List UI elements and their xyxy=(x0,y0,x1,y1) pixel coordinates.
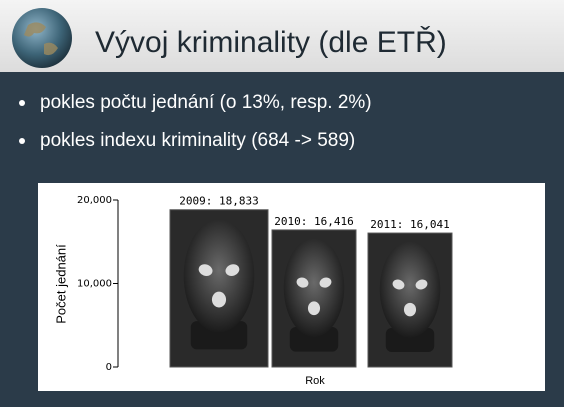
y-tick-label: 20,000 xyxy=(77,195,112,206)
mask-head xyxy=(283,238,345,337)
mask-eye xyxy=(198,264,213,276)
value-label: 2009: 18,833 xyxy=(179,195,258,208)
bullet-text: pokles počtu jednání (o 13%, resp. 2%) xyxy=(40,92,372,113)
y-tick-label: 0 xyxy=(106,362,112,373)
globe-land xyxy=(24,22,58,56)
mask-eye xyxy=(319,277,332,288)
y-tick-label: 10,000 xyxy=(77,279,112,290)
mask-eye xyxy=(225,264,240,276)
mask-eye xyxy=(296,277,309,288)
value-label: 2010: 16,416 xyxy=(274,215,353,228)
mask-collar xyxy=(190,321,248,350)
slide-title: Vývoj kriminality (dle ETŘ) xyxy=(95,26,447,59)
mask-eye xyxy=(392,279,405,290)
mask-mouth xyxy=(211,291,227,308)
mask-collar xyxy=(289,326,339,352)
value-label: 2011: 16,041 xyxy=(370,218,449,231)
mask-mouth xyxy=(307,301,321,316)
globe-icon xyxy=(12,8,72,68)
x-axis-label: Rok xyxy=(305,375,325,387)
bullet-text: pokles indexu kriminality (684 -> 589) xyxy=(40,130,355,151)
mask-collar xyxy=(385,327,435,352)
mask-mouth xyxy=(403,302,417,317)
mask-head xyxy=(379,241,441,338)
bullet-dot xyxy=(19,138,25,144)
bullet-dot xyxy=(19,100,25,106)
mask-eye xyxy=(415,279,428,290)
y-axis-label: Počet jednání xyxy=(53,244,68,324)
mask-head xyxy=(183,219,255,333)
header xyxy=(0,0,564,72)
